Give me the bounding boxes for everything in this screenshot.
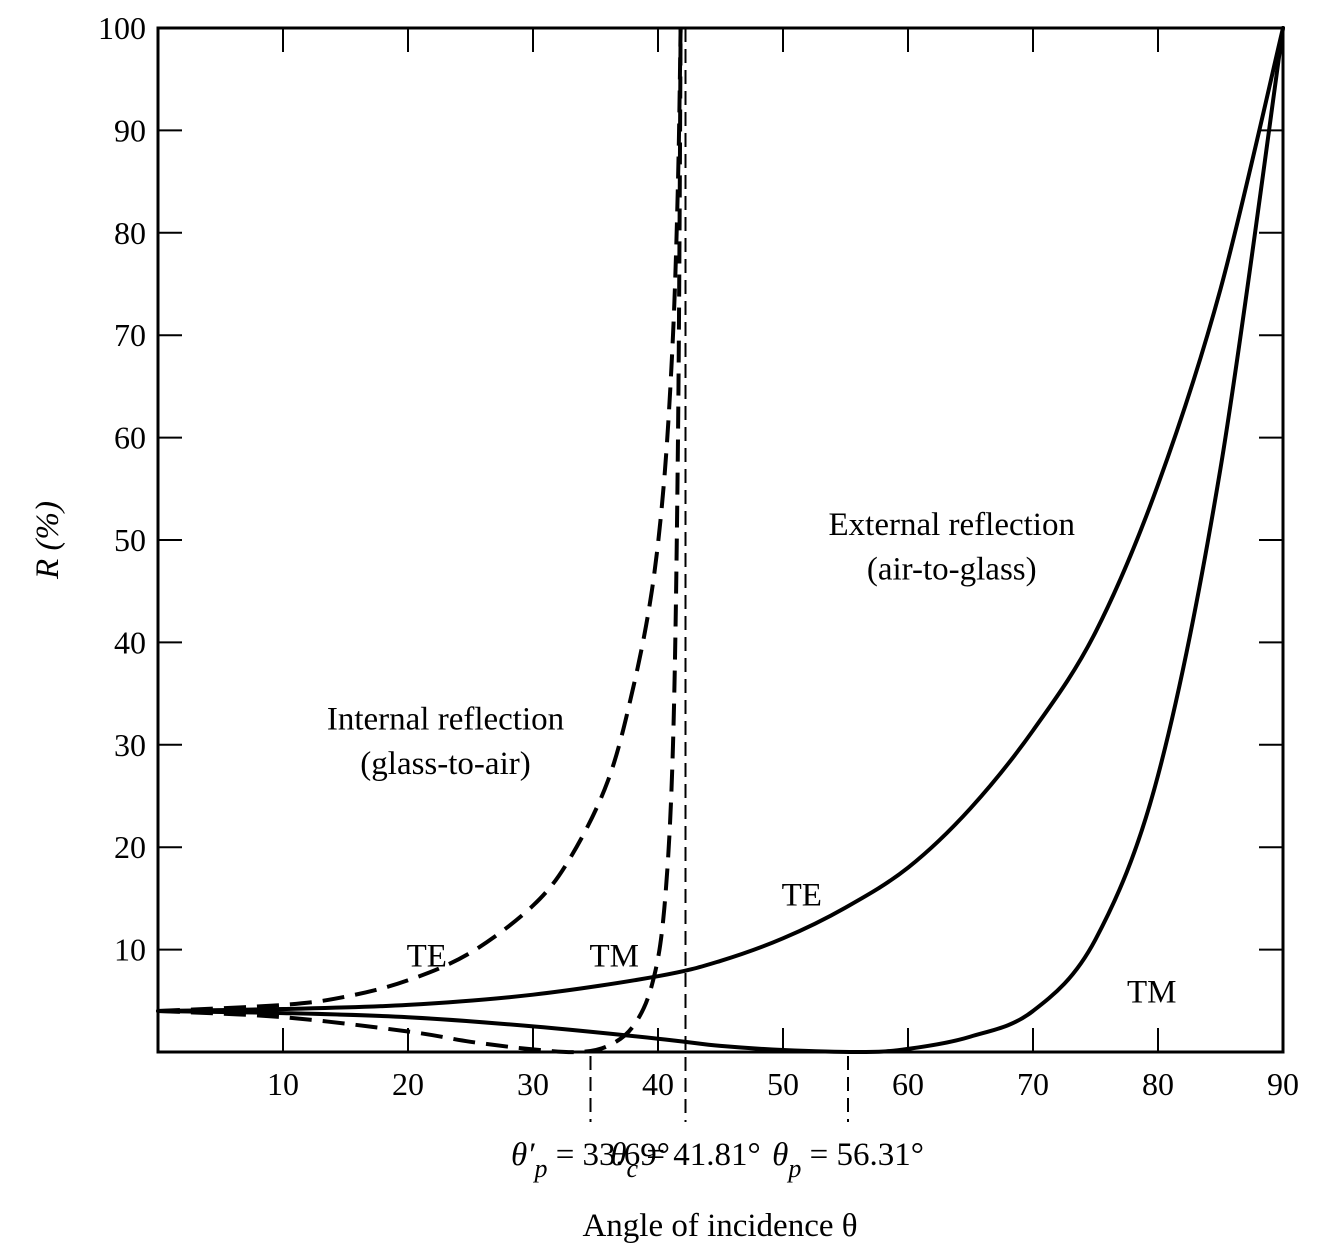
x-tick-label: 80 [1142, 1066, 1174, 1102]
ticks-layer: 10 20 30 40 50 60 70 80 90 10 20 30 40 50 60 70 80 90 100 [98, 10, 1299, 1102]
curve-label: TM [590, 939, 640, 975]
y-tick-label: 30 [114, 727, 146, 763]
reference-angle-label: θ′p = 33.69° [511, 1137, 670, 1183]
reference-angle-label: θp = 56.31° [772, 1137, 924, 1183]
y-tick-label: 60 [114, 420, 146, 456]
y-tick-label: 100 [98, 10, 146, 46]
x-tick-label: 90 [1267, 1066, 1299, 1102]
curves-layer [156, 26, 1285, 1055]
y-tick-label: 80 [114, 215, 146, 251]
x-axis-title: Angle of incidence θ [582, 1208, 857, 1244]
labels-layer: TE TM TE TM Internal reflection (glass-to-air… [327, 507, 1177, 1011]
x-tick-label: 30 [517, 1066, 549, 1102]
reference-angles-layer: θ′p = 33.69°θc = 41.81° θp = 56.31° [511, 28, 924, 1183]
region-label: Internal reflection (glass-to-air) [327, 701, 564, 782]
x-tick-label: 40 [642, 1066, 674, 1102]
x-tick-label: 10 [267, 1066, 299, 1102]
curve-label: TE [407, 939, 447, 975]
series-line-internal-te [157, 27, 683, 1013]
y-tick-label: 50 [114, 522, 146, 558]
y-tick-label: 90 [114, 112, 146, 148]
y-axis-title: R (%) [30, 501, 66, 580]
x-tick-label: 70 [1017, 1066, 1049, 1102]
y-tick-label: 10 [114, 932, 146, 968]
series-line-external-tm [156, 26, 1285, 1055]
x-tick-label: 20 [392, 1066, 424, 1102]
y-tick-label: 20 [114, 829, 146, 865]
x-tick-label: 50 [767, 1066, 799, 1102]
reference-angle-label: θc = 41.81° [610, 1137, 760, 1183]
region-label: External reflection (air-to-glass) [829, 507, 1075, 588]
y-tick-label: 40 [114, 624, 146, 660]
curve-label: TM [1127, 975, 1177, 1011]
series-line-external-te [156, 26, 1285, 1013]
series-line-internal-tm [157, 27, 683, 1055]
curve-label: TE [782, 877, 822, 913]
x-tick-label: 60 [892, 1066, 924, 1102]
y-tick-label: 70 [114, 317, 146, 353]
